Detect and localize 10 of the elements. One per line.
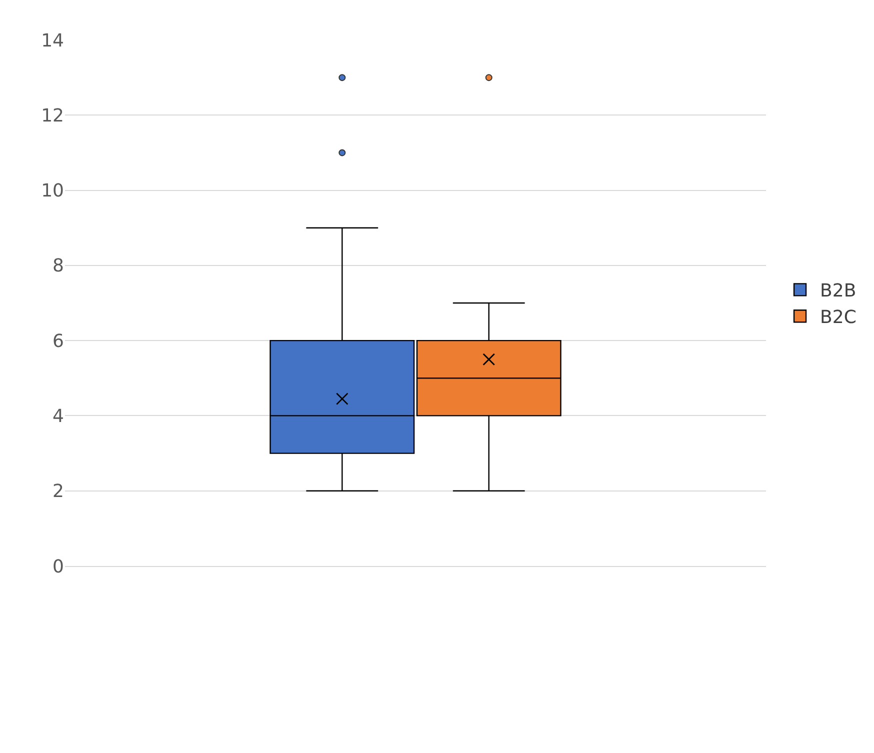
y-tick-label: 14 — [41, 30, 64, 52]
legend-label: B2B — [820, 280, 856, 302]
y-tick-label: 10 — [41, 180, 64, 202]
y-tick-label: 6 — [52, 330, 64, 352]
y-tick-label: 8 — [52, 256, 64, 277]
y-tick-label: 0 — [52, 556, 64, 578]
legend-label: B2C — [820, 307, 856, 328]
y-tick-label: 2 — [52, 481, 64, 502]
y-tick-label: 12 — [41, 105, 64, 126]
y-tick-label: 4 — [52, 406, 64, 428]
